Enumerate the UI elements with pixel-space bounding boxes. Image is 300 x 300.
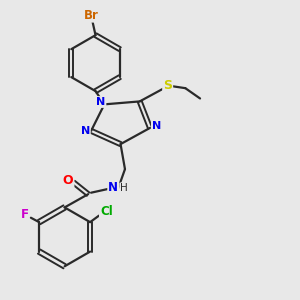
Text: N: N bbox=[81, 126, 90, 136]
Text: F: F bbox=[20, 208, 28, 221]
Text: O: O bbox=[63, 173, 74, 187]
Text: Br: Br bbox=[84, 9, 98, 22]
Text: S: S bbox=[163, 79, 172, 92]
Text: H: H bbox=[120, 183, 128, 193]
Text: N: N bbox=[108, 181, 118, 194]
Text: N: N bbox=[152, 122, 161, 131]
Text: N: N bbox=[96, 97, 106, 107]
Text: Cl: Cl bbox=[100, 205, 113, 218]
